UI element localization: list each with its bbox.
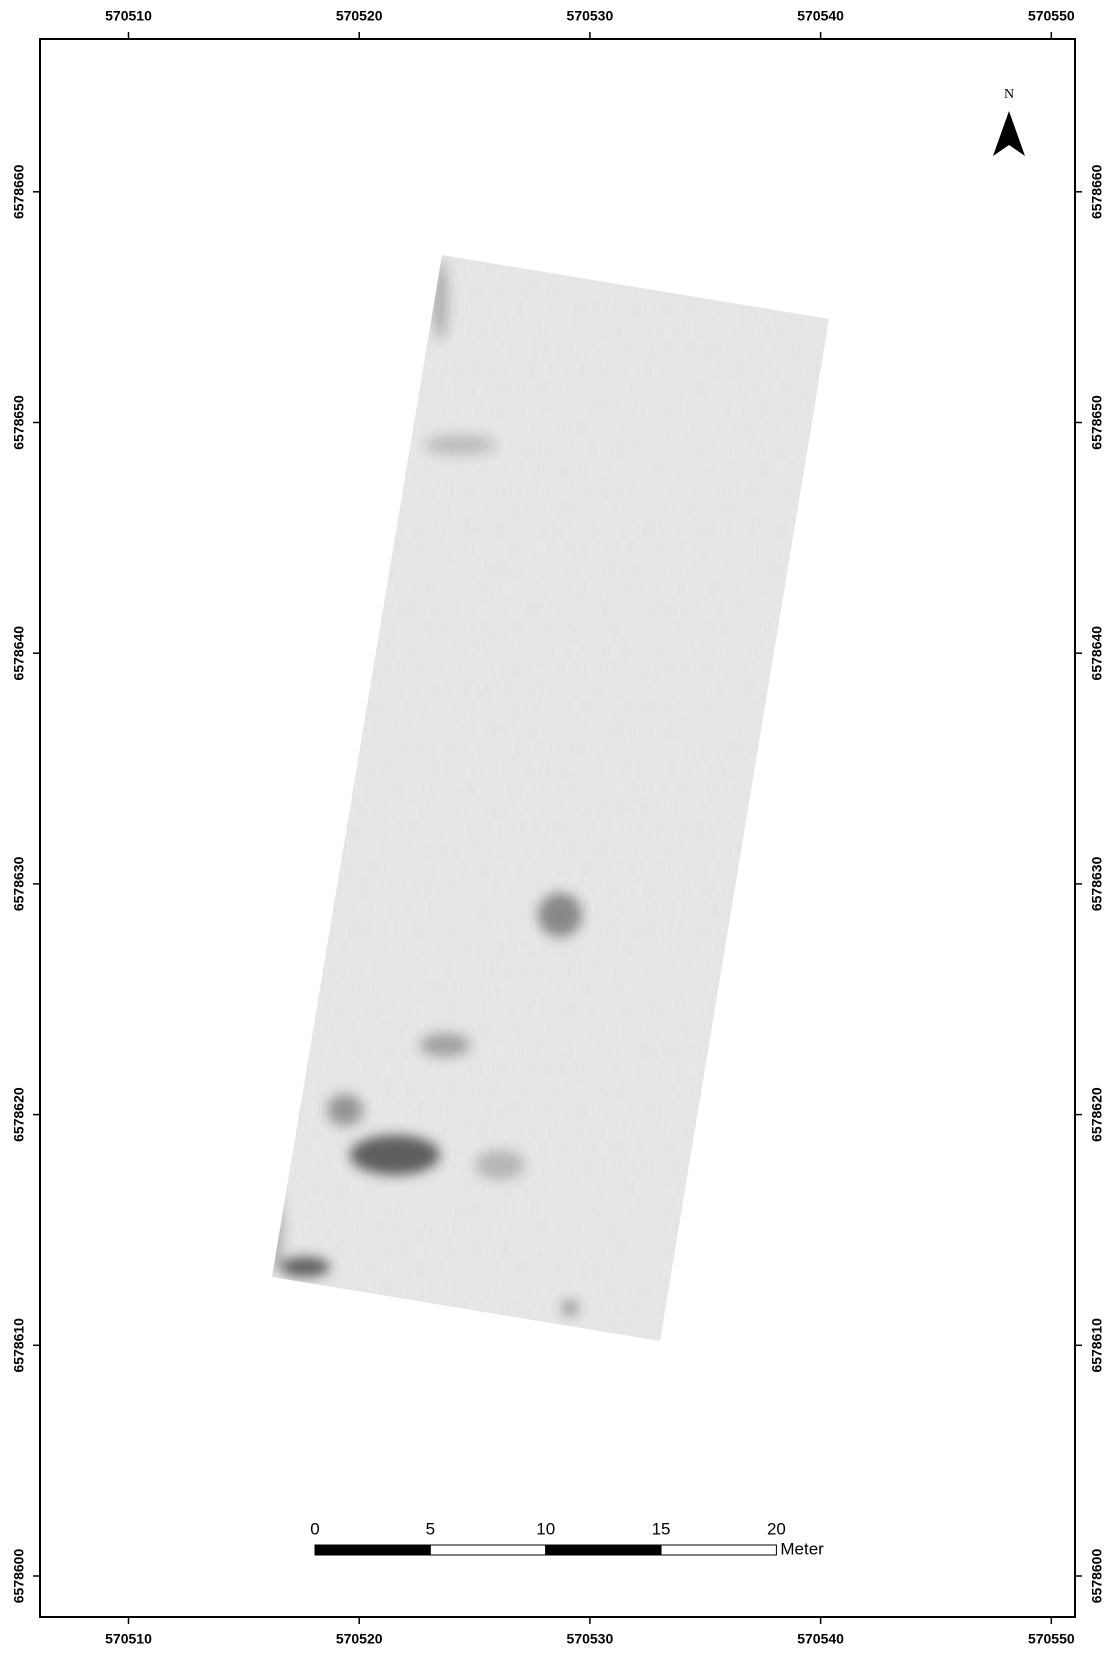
x-tick-label: 570520 bbox=[336, 8, 383, 24]
x-tick-label: 570520 bbox=[336, 1631, 383, 1647]
x-tick-label: 570530 bbox=[567, 8, 614, 24]
y-tick-label: 6578620 bbox=[1089, 1087, 1105, 1142]
y-tick-label: 6578630 bbox=[11, 856, 27, 911]
x-tick-label: 570540 bbox=[797, 8, 844, 24]
scale-label: 5 bbox=[426, 1519, 435, 1538]
y-tick-label: 6578600 bbox=[1089, 1549, 1105, 1604]
y-tick-label: 6578660 bbox=[1089, 164, 1105, 219]
map: N 570510 570510 570520 570520 570530 570530 57… bbox=[0, 0, 1112, 1653]
y-tick-label: 6578620 bbox=[11, 1087, 27, 1142]
raster bbox=[267, 255, 829, 1341]
scale-unit: Meter bbox=[780, 1539, 824, 1558]
scale-label: 10 bbox=[536, 1519, 555, 1538]
x-tick-label: 570540 bbox=[797, 1631, 844, 1647]
scale-segment bbox=[430, 1545, 545, 1555]
x-tick-label: 570550 bbox=[1028, 1631, 1075, 1647]
scale-label: 20 bbox=[767, 1519, 786, 1538]
y-tick-label: 6578630 bbox=[1089, 856, 1105, 911]
x-tick-label: 570510 bbox=[105, 8, 152, 24]
y-tick-label: 6578600 bbox=[11, 1549, 27, 1604]
scale-segment bbox=[661, 1545, 776, 1555]
scale-segment bbox=[546, 1545, 661, 1555]
scale-label: 0 bbox=[310, 1519, 319, 1538]
y-tick-label: 6578640 bbox=[11, 626, 27, 681]
north-arrow-shape bbox=[993, 111, 1025, 156]
y-tick-label: 6578650 bbox=[1089, 395, 1105, 450]
scale-label: 15 bbox=[652, 1519, 671, 1538]
y-tick-label: 6578640 bbox=[1089, 626, 1105, 681]
y-tick-label: 6578650 bbox=[11, 395, 27, 450]
y-tick-label: 6578610 bbox=[1089, 1318, 1105, 1373]
x-tick-label: 570530 bbox=[567, 1631, 614, 1647]
north-arrow: N bbox=[993, 87, 1025, 156]
scale-segment bbox=[315, 1545, 430, 1555]
x-tick-label: 570510 bbox=[105, 1631, 152, 1647]
y-tick-label: 6578660 bbox=[11, 164, 27, 219]
y-tick-label: 6578610 bbox=[11, 1318, 27, 1373]
x-tick-label: 570550 bbox=[1028, 8, 1075, 24]
north-label: N bbox=[1004, 87, 1014, 102]
